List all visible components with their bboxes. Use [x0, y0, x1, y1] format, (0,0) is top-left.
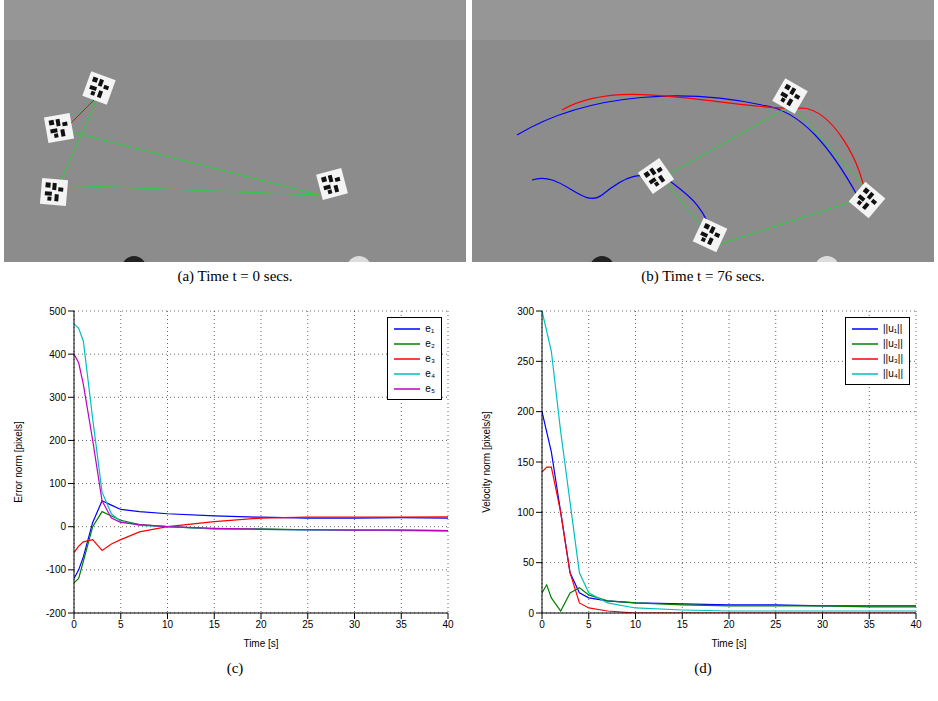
- svg-text:35: 35: [864, 619, 876, 630]
- svg-text:25: 25: [302, 619, 314, 630]
- html-text:e₄: e₄: [425, 368, 435, 379]
- svg-text:100: 100: [49, 478, 66, 489]
- svg-text:300: 300: [517, 306, 534, 317]
- svg-text:400: 400: [49, 349, 66, 360]
- svg-text:20: 20: [723, 619, 735, 630]
- svg-text:5: 5: [118, 619, 124, 630]
- svg-text:300: 300: [49, 392, 66, 403]
- svg-text:-100: -100: [46, 564, 66, 575]
- svg-text:50: 50: [523, 557, 535, 568]
- svg-text:35: 35: [396, 619, 408, 630]
- svg-text:25: 25: [770, 619, 782, 630]
- svg-text:10: 10: [162, 619, 174, 630]
- html-text:(c): (c): [226, 660, 244, 676]
- svg-text:0: 0: [60, 521, 66, 532]
- svg-text:100: 100: [517, 507, 534, 518]
- html-text:e₅: e₅: [425, 383, 435, 394]
- svg-text:40: 40: [442, 619, 454, 630]
- svg-text:200: 200: [517, 406, 534, 417]
- svg-text:30: 30: [817, 619, 829, 630]
- svg-text:0: 0: [539, 619, 545, 630]
- svg-text:20: 20: [255, 619, 267, 630]
- svg-text:Error norm [pixels]: Error norm [pixels]: [13, 421, 24, 503]
- svg-text:15: 15: [677, 619, 689, 630]
- svg-text:5: 5: [586, 619, 592, 630]
- svg-text:-200: -200: [46, 608, 66, 619]
- html-text:e₃: e₃: [425, 353, 435, 364]
- html-text:(b) Time t = 76 secs.: (b) Time t = 76 secs.: [641, 268, 765, 284]
- svg-text:Velocity norm [pixels/s]: Velocity norm [pixels/s]: [481, 411, 492, 513]
- html-text:e₂: e₂: [425, 338, 435, 349]
- html-text:||u₂||: ||u₂||: [883, 338, 903, 349]
- html-text:e₁: e₁: [425, 323, 435, 334]
- svg-text:0: 0: [71, 619, 77, 630]
- html-text:(d): (d): [694, 660, 712, 676]
- html-text:||u₁||: ||u₁||: [883, 323, 903, 334]
- html-text:||u₃||: ||u₃||: [883, 353, 903, 364]
- svg-text:40: 40: [910, 619, 922, 630]
- svg-text:Time [s]: Time [s]: [243, 638, 278, 649]
- svg-text:500: 500: [49, 306, 66, 317]
- svg-text:250: 250: [517, 356, 534, 367]
- html-text:(a) Time t = 0 secs.: (a) Time t = 0 secs.: [177, 268, 293, 284]
- html-text:||u₄||: ||u₄||: [883, 368, 903, 379]
- svg-text:10: 10: [630, 619, 642, 630]
- svg-text:200: 200: [49, 435, 66, 446]
- svg-text:150: 150: [517, 457, 534, 468]
- svg-text:30: 30: [349, 619, 361, 630]
- svg-text:0: 0: [528, 608, 534, 619]
- svg-text:15: 15: [209, 619, 221, 630]
- svg-text:Time [s]: Time [s]: [711, 638, 746, 649]
